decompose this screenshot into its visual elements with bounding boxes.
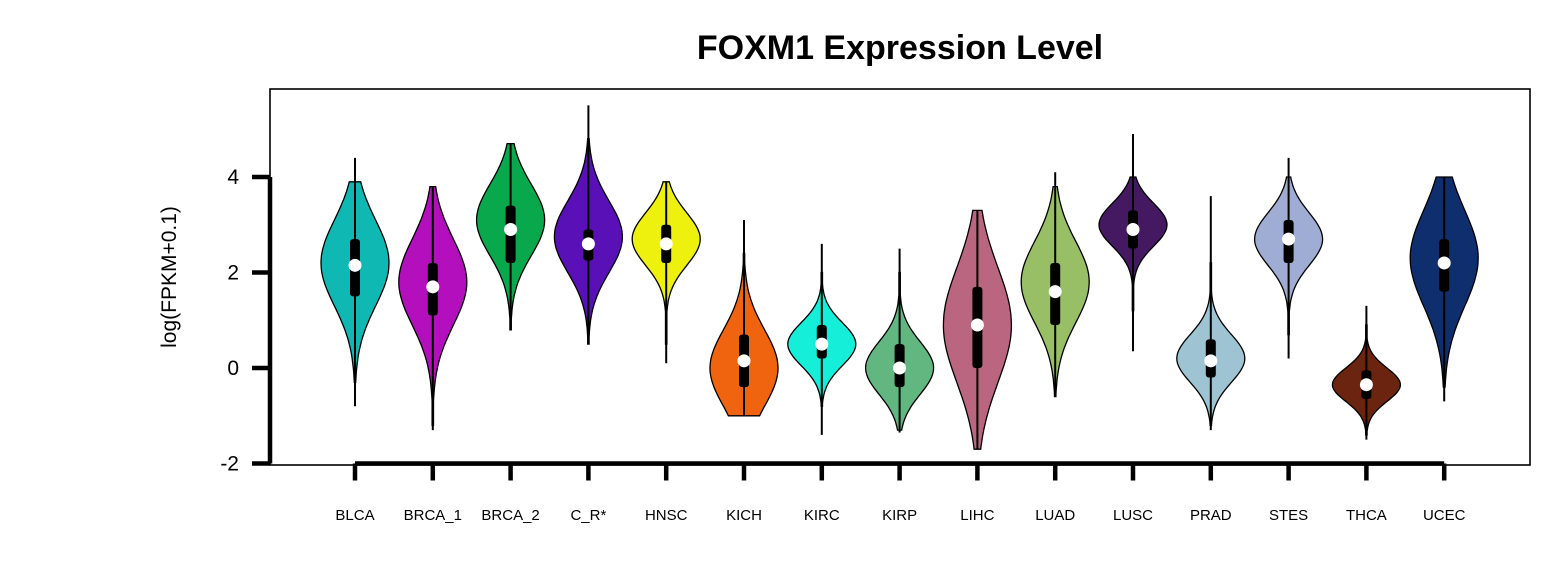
violin-KICH: [709, 219, 779, 417]
median-point: [1437, 256, 1451, 270]
y-tick-label: 4: [227, 166, 239, 189]
x-tick-label: THCA: [1346, 507, 1387, 524]
y-axis-label: log(FPKM+0.1): [158, 206, 181, 348]
x-tick-label: BRCA_1: [404, 507, 462, 524]
median-point: [1204, 354, 1218, 368]
violin-C_R*: [553, 105, 624, 345]
violin-BRCA_2: [475, 142, 546, 331]
violin-LUAD: [1020, 172, 1090, 398]
median-point: [581, 237, 595, 251]
x-tick-label: KIRP: [882, 507, 917, 524]
median-point: [659, 237, 673, 251]
median-point: [504, 223, 518, 237]
median-point: [426, 280, 440, 294]
violin-HNSC: [631, 181, 701, 364]
violin-THCA: [1331, 305, 1402, 440]
x-tick-label: C_R*: [570, 507, 606, 524]
x-tick-label: LUSC: [1113, 507, 1153, 524]
x-tick-label: KIRC: [804, 507, 840, 524]
y-tick-label: 2: [227, 262, 239, 285]
violin-STES: [1253, 157, 1324, 359]
median-point: [1282, 232, 1296, 246]
violin-BRCA_1: [398, 185, 468, 431]
violin-BLCA: [320, 157, 390, 407]
chart-title: FOXM1 Expression Level: [697, 29, 1103, 67]
x-tick-label: LIHC: [960, 507, 994, 524]
x-tick-label: UCEC: [1423, 507, 1466, 524]
x-tick-label: BLCA: [335, 507, 374, 524]
y-axis: -2 0 2 4: [220, 166, 273, 476]
violin-LIHC: [942, 209, 1013, 450]
median-point: [1359, 378, 1373, 392]
median-point: [1048, 285, 1062, 299]
violin-LUSC: [1098, 134, 1168, 352]
x-tick-label: LUAD: [1035, 507, 1075, 524]
median-point: [970, 318, 984, 332]
median-point: [893, 361, 907, 375]
x-tick-label: PRAD: [1190, 507, 1232, 524]
x-axis: BLCA BRCA_1 BRCA_2 C_R* HNSC KICH KIRC KIRP LIHC…: [335, 461, 1466, 524]
y-tick-label: 0: [227, 357, 239, 380]
x-tick-label: KICH: [726, 507, 762, 524]
median-point: [348, 258, 362, 272]
median-point: [737, 354, 751, 368]
violin-KIRP: [864, 248, 935, 433]
median-point: [1126, 223, 1140, 237]
y-tick-label: -2: [220, 453, 239, 476]
violin-UCEC: [1409, 176, 1479, 402]
x-tick-label: STES: [1269, 507, 1308, 524]
violin-PRAD: [1176, 196, 1246, 431]
x-tick-label: BRCA_2: [481, 507, 539, 524]
violin-KIRC: [787, 243, 857, 435]
median-point: [815, 337, 829, 351]
x-tick-label: HNSC: [645, 507, 688, 524]
violins: [320, 105, 1479, 450]
